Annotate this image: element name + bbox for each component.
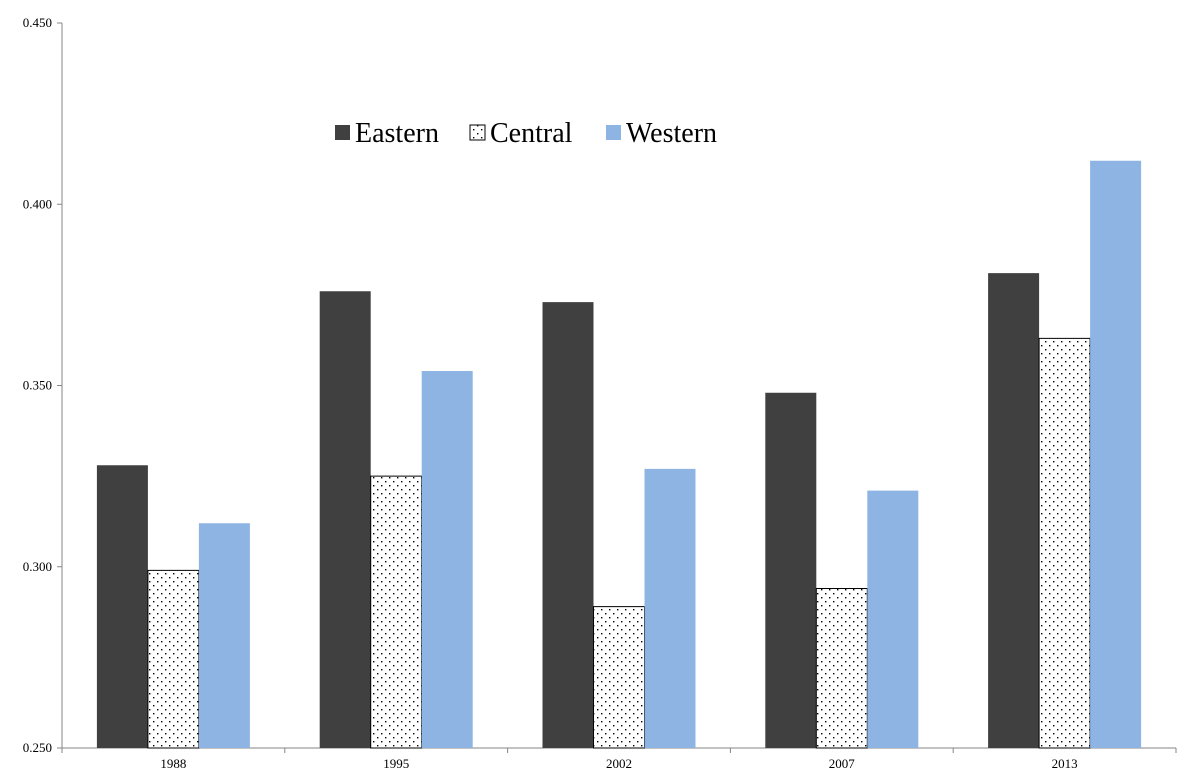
bar-western-2013: [1090, 160, 1142, 748]
bar-central-2013: [1038, 337, 1091, 749]
bar-western-2007: [867, 490, 919, 748]
bar-western-1995: [421, 371, 473, 748]
bar-eastern-1995: [319, 291, 371, 748]
bars: [96, 160, 1142, 749]
legend-swatch-central: [469, 124, 486, 141]
bar-eastern-2013: [988, 273, 1040, 748]
bar-western-2002: [644, 468, 696, 748]
x-tick-label: 2007: [829, 756, 856, 771]
legend-swatch-eastern: [335, 125, 350, 140]
bar-eastern-1988: [96, 465, 148, 748]
bar-central-2007: [815, 588, 868, 749]
y-tick-label: 0.250: [23, 740, 52, 755]
y-tick-label: 0.450: [23, 15, 52, 30]
y-tick-label: 0.350: [23, 378, 52, 393]
bar-central-1988: [147, 569, 200, 749]
legend-label-western: Western: [626, 118, 717, 149]
legend-label-eastern: Eastern: [355, 118, 439, 149]
legend: Eastern Central Western: [335, 118, 717, 149]
y-tick-label: 0.400: [23, 196, 52, 211]
x-tick-label: 2013: [1052, 756, 1078, 771]
y-tick-label: 0.300: [23, 559, 52, 574]
bar-western-1988: [198, 523, 250, 748]
bar-central-1995: [370, 475, 423, 749]
bar-eastern-2002: [542, 302, 594, 748]
bar-eastern-2007: [765, 392, 817, 748]
x-tick-label: 2002: [606, 756, 632, 771]
legend-label-central: Central: [490, 118, 573, 149]
legend-swatch-western: [606, 125, 621, 140]
x-tick-label: 1995: [383, 756, 409, 771]
x-tick-label: 1988: [160, 756, 186, 771]
bar-central-2002: [593, 606, 645, 749]
